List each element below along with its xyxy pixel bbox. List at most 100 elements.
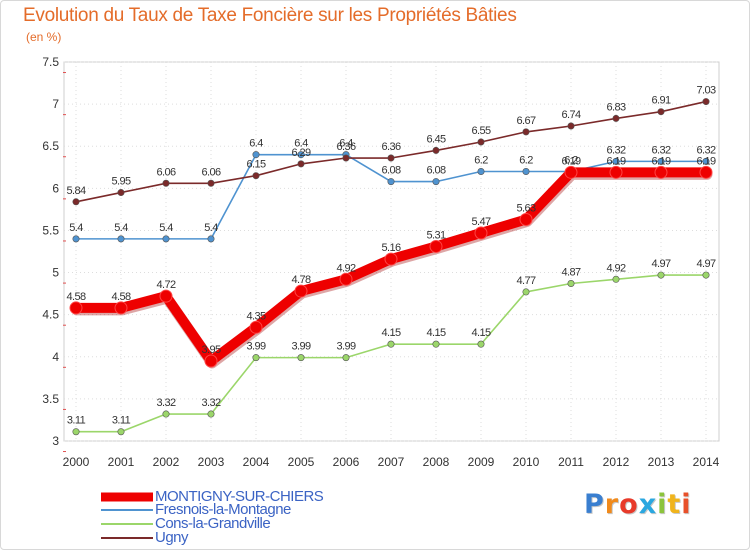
data-point: [207, 235, 215, 243]
data-point: [612, 114, 620, 122]
data-point: [117, 189, 125, 197]
y-tick-label: 3: [52, 434, 59, 448]
data-label: 3.95: [201, 344, 220, 356]
data-point: [657, 157, 665, 165]
data-label: 5.4: [114, 222, 128, 234]
data-label: 4.92: [606, 262, 625, 274]
data-point: [432, 340, 440, 348]
x-tick-label: 2004: [243, 455, 270, 469]
y-tick-label: 7.5: [42, 55, 59, 69]
data-point: [342, 154, 350, 162]
data-point: [249, 320, 263, 334]
data-label: 6.32: [651, 144, 670, 156]
data-label: 6.2: [474, 154, 488, 166]
data-label: 6.29: [291, 147, 310, 159]
data-label: 4.97: [696, 258, 715, 270]
data-point: [609, 165, 623, 179]
data-point: [384, 252, 398, 266]
data-label: 4.15: [426, 327, 445, 339]
data-point: [699, 165, 713, 179]
data-label: 6.2: [564, 154, 578, 166]
y-tick-label: 4: [52, 350, 59, 364]
data-point: [207, 410, 215, 418]
data-point: [567, 280, 575, 288]
x-tick-label: 2000: [63, 455, 90, 469]
data-point: [522, 288, 530, 296]
data-point: [702, 271, 710, 279]
data-label: 6.55: [471, 125, 490, 137]
data-label: 6.08: [381, 165, 400, 177]
data-point: [702, 157, 710, 165]
logo-letter: x: [638, 489, 658, 520]
data-point: [477, 138, 485, 146]
data-point: [432, 146, 440, 154]
y-tick-label: 6.5: [42, 139, 59, 153]
data-label: 6.15: [246, 159, 265, 171]
legend-label-ugny: Ugny: [155, 529, 189, 546]
chart-title: Evolution du Taux de Taxe Foncière sur l…: [23, 5, 517, 26]
x-tick-label: 2005: [288, 455, 315, 469]
data-label: 6.45: [426, 133, 445, 145]
y-tick-label: 4.5: [42, 308, 59, 322]
data-label: 6.4: [294, 138, 308, 150]
data-point: [252, 354, 260, 362]
data-label-layer: 3.11 3.11 3.32 3.32 3.99 3.99 3.99 4.15 4.15 4.15…: [66, 85, 716, 427]
data-point: [387, 154, 395, 162]
data-point: [162, 235, 170, 243]
proxiti-logo: Proxiti: [584, 489, 692, 520]
data-point: [72, 235, 80, 243]
chart-unit-label: (en %): [26, 30, 62, 44]
data-point: [702, 98, 710, 106]
data-label: 3.32: [156, 397, 175, 409]
x-tick-label: 2012: [603, 455, 630, 469]
data-point: [387, 178, 395, 186]
data-point: [159, 289, 173, 303]
data-label: 6.36: [336, 141, 355, 153]
data-label: 4.77: [516, 275, 535, 287]
y-tick-label: 5.5: [42, 223, 59, 237]
data-label: 5.16: [381, 242, 400, 254]
legend-swatch-fresnois: [101, 509, 153, 511]
data-point: [612, 157, 620, 165]
data-point: [519, 212, 533, 226]
data-label: 4.97: [651, 258, 670, 270]
legend-label-montigny: MONTIGNY-SUR-CHIERS: [155, 488, 324, 505]
data-label: 6.4: [339, 138, 353, 150]
legend-swatch-montigny: [101, 492, 153, 502]
data-point: [72, 428, 80, 436]
data-label: 4.87: [561, 267, 580, 279]
data-point: [477, 340, 485, 348]
data-label: 6.06: [201, 166, 220, 178]
data-point: [162, 179, 170, 187]
x-tick-label: 2003: [198, 455, 225, 469]
data-point: [162, 410, 170, 418]
x-tick-label: 2007: [378, 455, 405, 469]
x-tick-label: 2013: [648, 455, 675, 469]
data-label: 3.11: [67, 415, 86, 427]
data-point: [612, 275, 620, 283]
y-tick-label: 7: [52, 97, 59, 111]
data-point: [117, 235, 125, 243]
data-label: 5.84: [66, 185, 85, 197]
legend-swatch-cons: [101, 523, 153, 525]
data-label: 5.4: [69, 222, 83, 234]
logo-letter: o: [619, 489, 639, 520]
data-label: 6.74: [561, 109, 580, 121]
data-label: 6.36: [381, 141, 400, 153]
logo-letter: i: [681, 489, 692, 520]
data-label: 6.32: [696, 144, 715, 156]
data-label: 5.95: [111, 176, 130, 188]
data-point: [69, 301, 83, 315]
data-point: [339, 272, 353, 286]
data-point: [522, 167, 530, 175]
data-label: 3.32: [201, 397, 220, 409]
series-layer: [69, 98, 713, 436]
axis-layer: 7.5 7 6.5 6 5.5 5 4.5 4 3.5 3 2000 2001 2002 2003 2004…: [42, 55, 719, 469]
data-label: 6.91: [651, 95, 670, 107]
data-point: [117, 428, 125, 436]
data-point: [252, 172, 260, 180]
data-label: 3.99: [291, 341, 310, 353]
data-label: 6.19: [606, 155, 625, 167]
legend-label-cons: Cons-la-Grandville: [155, 515, 271, 532]
